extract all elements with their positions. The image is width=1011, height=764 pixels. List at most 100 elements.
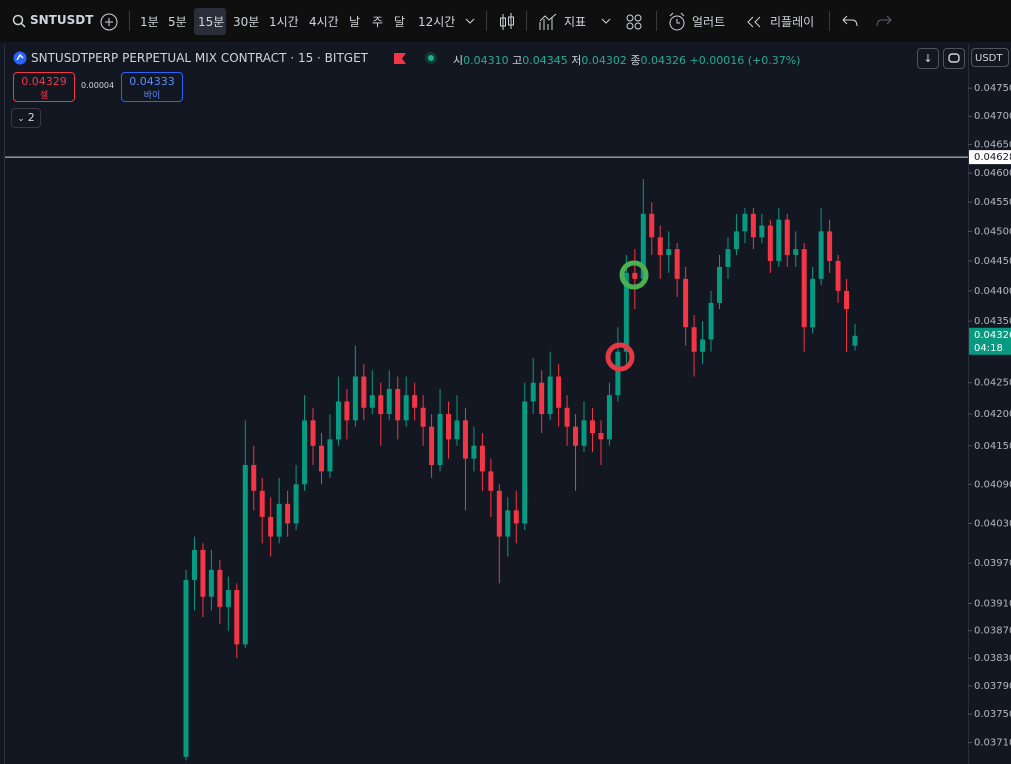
candle-body	[302, 420, 308, 485]
redo[interactable]	[876, 15, 892, 27]
indicators[interactable]: 지표	[564, 15, 587, 29]
candle-body	[217, 569, 223, 607]
candle-body	[573, 426, 579, 446]
candle-body	[462, 420, 468, 459]
chart-background	[0, 42, 1011, 764]
search-icon[interactable]	[12, 14, 26, 28]
candle-body	[640, 213, 646, 279]
candle-body	[725, 249, 731, 267]
replay-icon[interactable]	[746, 16, 762, 28]
candle-body	[335, 401, 341, 440]
symbol-title: SNTUSDTPERP PERPETUAL MIX CONTRACT · 15 …	[31, 51, 368, 65]
candle-body	[776, 219, 782, 261]
chevron[interactable]	[465, 17, 475, 25]
change: +0.00016 (+0.37%)	[689, 54, 801, 67]
candle-body	[395, 388, 401, 421]
chart-type-icon[interactable]	[498, 12, 516, 32]
candle-body	[420, 407, 426, 427]
candle-body	[784, 219, 790, 256]
sell-button[interactable]: 0.04329 셀	[13, 72, 75, 102]
ohlc-label: 시	[453, 54, 464, 67]
timeframe[interactable]: 주	[372, 15, 384, 29]
candle-body	[606, 395, 612, 440]
candle-body	[259, 490, 265, 517]
timeframe[interactable]: 30분	[233, 15, 260, 29]
chevron[interactable]	[601, 17, 611, 25]
candle-body	[564, 407, 570, 427]
active-timeframe-bg	[194, 8, 226, 35]
replay[interactable]: 리플레이	[770, 15, 815, 29]
timeframe[interactable]: 5분	[168, 15, 187, 29]
candle-body	[717, 266, 723, 303]
add-symbol[interactable]	[100, 13, 118, 31]
alert-icon[interactable]	[668, 12, 686, 32]
candle-body	[386, 388, 392, 415]
candle-body	[623, 272, 629, 352]
candle-body	[539, 382, 545, 415]
candle-body	[200, 549, 206, 597]
scroll-button[interactable]: ↓	[917, 48, 939, 69]
candle-body	[310, 420, 316, 446]
currency[interactable]: USDT	[971, 48, 1009, 67]
exchange-logo	[13, 51, 27, 65]
candle-body	[666, 249, 672, 256]
timeframe[interactable]: 1시간	[269, 15, 299, 29]
candle-body	[556, 376, 562, 408]
candle-body	[446, 414, 452, 440]
flag[interactable]	[394, 53, 406, 64]
ohlc-value: 0.04326	[640, 54, 687, 67]
price-line-label-bg	[969, 150, 1011, 165]
indicators-icon[interactable]	[538, 12, 558, 32]
candle-body	[403, 395, 409, 421]
undo[interactable]	[842, 15, 858, 27]
candle-body	[801, 249, 807, 328]
layout-icon[interactable]	[626, 14, 642, 30]
timeframe[interactable]: 날	[349, 15, 361, 29]
candle-body	[657, 237, 663, 256]
timeframe[interactable]: 달	[394, 15, 406, 29]
indicator-count: 2	[27, 111, 35, 124]
timeframe[interactable]: 4시간	[309, 15, 339, 29]
candle-body	[251, 464, 257, 491]
candle-body	[708, 302, 714, 340]
candle-body	[513, 510, 519, 524]
candle-body	[793, 249, 799, 256]
timeframe[interactable]: 1분	[140, 15, 159, 29]
candle-body	[234, 589, 240, 645]
candle-body	[505, 510, 511, 537]
spread: 0.00004	[81, 81, 115, 90]
candle-body	[479, 445, 485, 472]
ohlc-value: 0.04310	[463, 54, 509, 67]
buy-price: 0.04333	[129, 75, 175, 88]
candle-body	[632, 272, 638, 279]
candle-body	[827, 231, 833, 261]
candle-body	[208, 569, 214, 597]
buy-button[interactable]: 0.04333 바이	[121, 72, 183, 102]
candle-body	[852, 335, 858, 346]
candle-body	[293, 484, 299, 524]
candle-body	[810, 278, 816, 328]
indicator-toggle[interactable]: ⌄ 2	[11, 108, 41, 128]
candle-body	[454, 420, 460, 440]
candle-body	[742, 213, 748, 232]
timeframe[interactable]: 12시간	[418, 15, 456, 29]
candle-body	[522, 401, 528, 524]
refresh-button[interactable]	[943, 48, 965, 69]
symbol[interactable]: SNTUSDT	[30, 13, 94, 27]
candle-body	[530, 382, 536, 402]
candle-body	[750, 213, 756, 238]
alert[interactable]: 얼러트	[692, 15, 726, 29]
timeframe[interactable]: 15분	[198, 15, 225, 29]
